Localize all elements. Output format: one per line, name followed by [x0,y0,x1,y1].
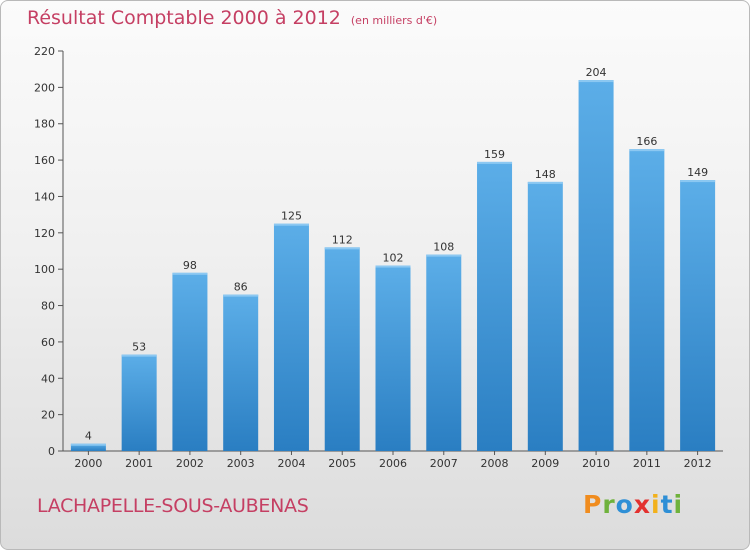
y-tick-label: 160 [34,154,55,167]
y-tick-label: 60 [41,336,55,349]
bar-top-highlight [172,272,208,275]
chart-subtitle: (en milliers d'€) [350,14,438,27]
data-label-2010: 204 [586,66,607,79]
bar-top-highlight [527,181,563,184]
y-tick-label: 140 [34,190,55,203]
data-label-2011: 166 [636,135,657,148]
chart-title: Résultat Comptable 2000 à 2012 (en millie… [27,7,437,29]
data-label-2001: 53 [132,341,146,354]
y-tick-label: 180 [34,118,55,131]
data-label-2000: 4 [85,430,92,443]
bar-top-highlight [223,294,259,297]
x-tick-label-2003: 2003 [227,457,255,470]
bar-2005 [324,247,360,451]
bar-2006 [375,265,411,451]
bar-top-highlight [324,247,360,250]
data-label-2009: 148 [535,168,556,181]
bar-top-highlight [426,254,462,257]
bar-2001 [121,354,157,451]
x-tick-label-2006: 2006 [379,457,407,470]
x-tick-label-2000: 2000 [74,457,102,470]
bar-top-highlight [70,443,106,446]
data-label-2005: 112 [332,233,353,246]
logo-letter: P [583,490,603,519]
data-label-2006: 102 [383,252,404,265]
bar-2008 [477,161,513,451]
data-label-2002: 98 [183,259,197,272]
x-tick-label-2008: 2008 [481,457,509,470]
bar-2000 [70,443,106,451]
logo-letter: i [673,490,684,519]
bar-2004 [273,223,309,451]
bar-top-highlight [629,149,665,152]
y-tick-label: 80 [41,300,55,313]
bar-2012 [680,180,716,451]
data-label-2007: 108 [433,241,454,254]
bar-2010 [578,80,614,451]
logo-letter: o [615,490,634,519]
y-tick-label: 120 [34,227,55,240]
chart-title-text: Résultat Comptable 2000 à 2012 [27,7,341,29]
x-tick-label-2009: 2009 [531,457,559,470]
x-tick-label-2011: 2011 [633,457,661,470]
x-tick-label-2004: 2004 [277,457,305,470]
y-tick-label: 200 [34,81,55,94]
data-label-2003: 86 [234,281,248,294]
y-tick-label: 40 [41,372,55,385]
x-tick-label-2001: 2001 [125,457,153,470]
bar-top-highlight [578,80,614,83]
y-tick-label: 20 [41,409,55,422]
y-tick-label: 0 [48,445,55,458]
bar-top-highlight [680,180,716,183]
x-tick-label-2012: 2012 [684,457,712,470]
bar-2007 [426,254,462,451]
logo-letter: t [660,490,674,519]
logo-letter: i [651,490,661,519]
y-tick-label: 220 [34,45,55,58]
x-tick-label-2007: 2007 [430,457,458,470]
logo-letter: x [633,490,651,519]
x-tick-label-2005: 2005 [328,457,356,470]
bar-2003 [223,294,259,451]
data-label-2004: 125 [281,210,302,223]
bar-top-highlight [477,161,513,164]
bar-2002 [172,272,208,451]
x-tick-label-2010: 2010 [582,457,610,470]
data-label-2008: 159 [484,148,505,161]
data-label-2012: 149 [687,166,708,179]
proxiti-logo: Proxiti [583,490,683,519]
bar-top-highlight [375,265,411,268]
bar-2011 [629,149,665,451]
x-tick-label-2002: 2002 [176,457,204,470]
bar-top-highlight [121,354,157,357]
chart-bars: 4 53 98 86 125 112 102 108 159 148 204 166 149 [70,66,716,451]
bar-top-highlight [273,223,309,226]
commune-name: LACHAPELLE-SOUS-AUBENAS [37,495,309,517]
y-tick-label: 100 [34,263,55,276]
bar-2009 [527,181,563,451]
logo-letter: r [602,490,616,519]
